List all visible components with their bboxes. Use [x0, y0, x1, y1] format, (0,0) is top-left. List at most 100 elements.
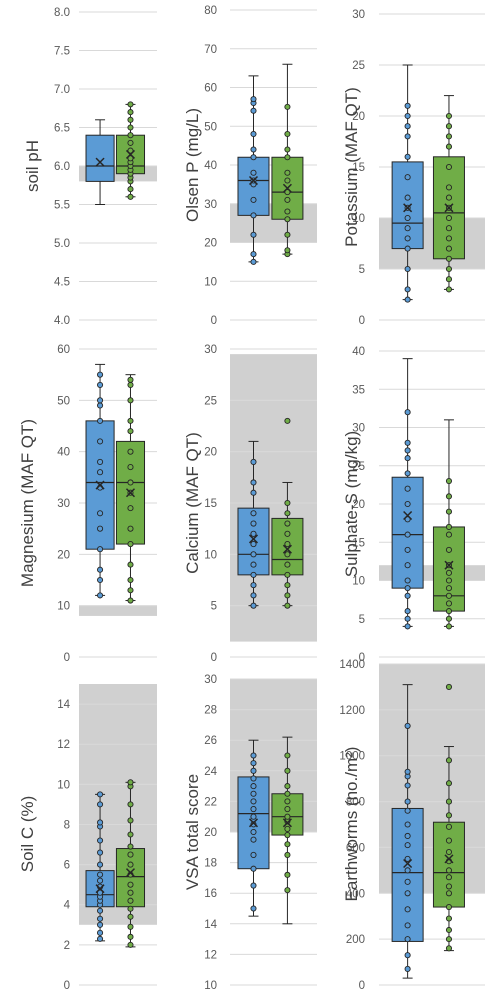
- y-tick-label: 10: [204, 549, 217, 561]
- data-point: [97, 907, 104, 914]
- data-point: [404, 623, 411, 630]
- data-point: [404, 952, 411, 959]
- data-point: [445, 883, 453, 890]
- data-point: [445, 508, 453, 515]
- data-point: [445, 592, 453, 599]
- y-tick-label: 0: [359, 652, 365, 664]
- mean-marker: [282, 183, 292, 193]
- data-point: [250, 530, 257, 537]
- data-point: [97, 871, 104, 878]
- y-tick-label: 2: [64, 940, 70, 952]
- data-point: [127, 587, 134, 594]
- data-point: [250, 905, 257, 912]
- y-tick-label: 10: [204, 980, 217, 992]
- data-point: [404, 409, 411, 416]
- data-point: [284, 582, 291, 589]
- data-point: [445, 235, 453, 242]
- y-tick-label: 40: [352, 346, 365, 358]
- data-point: [127, 186, 134, 193]
- y-tick-label: 10: [352, 213, 365, 225]
- y-tick-label: 800: [346, 797, 365, 809]
- data-point: [445, 214, 453, 222]
- y-tick-label: 20: [204, 447, 217, 459]
- y-tick-label: 10: [57, 779, 70, 791]
- y-tick-label: 12: [204, 949, 217, 961]
- data-point: [250, 520, 257, 527]
- y-tick-label: 5: [359, 264, 365, 276]
- y-tick-label: 5: [359, 614, 365, 626]
- data-point: [284, 510, 291, 517]
- blue-box-group: [237, 440, 270, 609]
- data-point: [404, 225, 411, 232]
- data-point: [284, 189, 291, 196]
- y-tick-label: 30: [204, 344, 217, 356]
- data-point: [404, 782, 411, 789]
- mean-marker: [125, 488, 136, 498]
- green-box-group: [115, 101, 146, 200]
- data-point: [97, 861, 104, 868]
- data-point: [250, 169, 257, 176]
- y-tick-label: 70: [204, 44, 217, 56]
- mean-marker: [403, 510, 413, 521]
- data-point: [404, 500, 411, 508]
- mean-marker: [444, 854, 454, 864]
- data-point: [404, 608, 411, 615]
- data-point: [250, 851, 257, 859]
- reference-band: [79, 605, 157, 616]
- data-point: [445, 143, 453, 150]
- data-point: [404, 516, 411, 523]
- y-tick-label: 30: [204, 199, 217, 211]
- y-axis-label: Sulphate-S (mg/kg): [342, 431, 361, 577]
- y-tick-label: 0: [359, 980, 365, 992]
- data-point: [97, 921, 104, 928]
- data-point: [404, 112, 411, 120]
- data-point: [284, 216, 291, 223]
- y-axis-label: Earthworms (no./m²): [342, 747, 361, 902]
- y-tick-label: 7.0: [54, 84, 70, 96]
- data-point: [250, 258, 257, 265]
- y-tick-label: 10: [204, 276, 217, 288]
- y-tick-label: 0: [359, 315, 365, 327]
- data-point: [404, 447, 411, 454]
- y-tick-label: 1400: [339, 659, 365, 671]
- y-tick-label: 0: [64, 980, 70, 992]
- data-point: [127, 193, 134, 200]
- data-point: [127, 116, 134, 123]
- blue-box-group: [391, 358, 424, 630]
- data-point: [127, 428, 134, 435]
- chart-panel: 0 2 4 6 8 10 12 14 Soil C (%): [18, 684, 157, 992]
- data-point: [250, 571, 257, 578]
- data-point: [250, 458, 257, 465]
- data-point: [250, 107, 257, 114]
- data-point: [250, 821, 257, 828]
- data-point: [445, 286, 453, 293]
- data-point: [127, 851, 134, 858]
- data-point: [97, 566, 104, 573]
- data-point: [445, 683, 453, 690]
- mean-marker: [248, 818, 259, 828]
- data-point: [404, 439, 411, 446]
- green-box-group: [271, 63, 304, 258]
- y-tick-label: 40: [57, 447, 70, 459]
- data-point: [284, 231, 291, 238]
- data-point: [97, 935, 104, 942]
- y-tick-label: 200: [346, 934, 365, 946]
- data-point: [250, 212, 257, 219]
- data-point: [404, 821, 411, 828]
- mean-marker: [248, 175, 259, 186]
- y-tick-label: 4.0: [54, 315, 70, 327]
- y-tick-label: 1200: [339, 705, 365, 717]
- data-point: [445, 523, 453, 531]
- y-tick-label: 5.0: [54, 238, 70, 250]
- data-point: [127, 541, 134, 548]
- data-point: [97, 849, 104, 856]
- data-point: [445, 133, 453, 140]
- data-point: [445, 163, 453, 171]
- data-point: [127, 505, 134, 512]
- y-axis-label: Magnesium (MAF QT): [18, 419, 37, 587]
- y-tick-label: 22: [204, 796, 217, 808]
- green-box-group: [432, 419, 465, 630]
- y-tick-label: 5.5: [54, 200, 70, 212]
- y-tick-label: 6.0: [54, 161, 70, 173]
- data-point: [250, 775, 257, 782]
